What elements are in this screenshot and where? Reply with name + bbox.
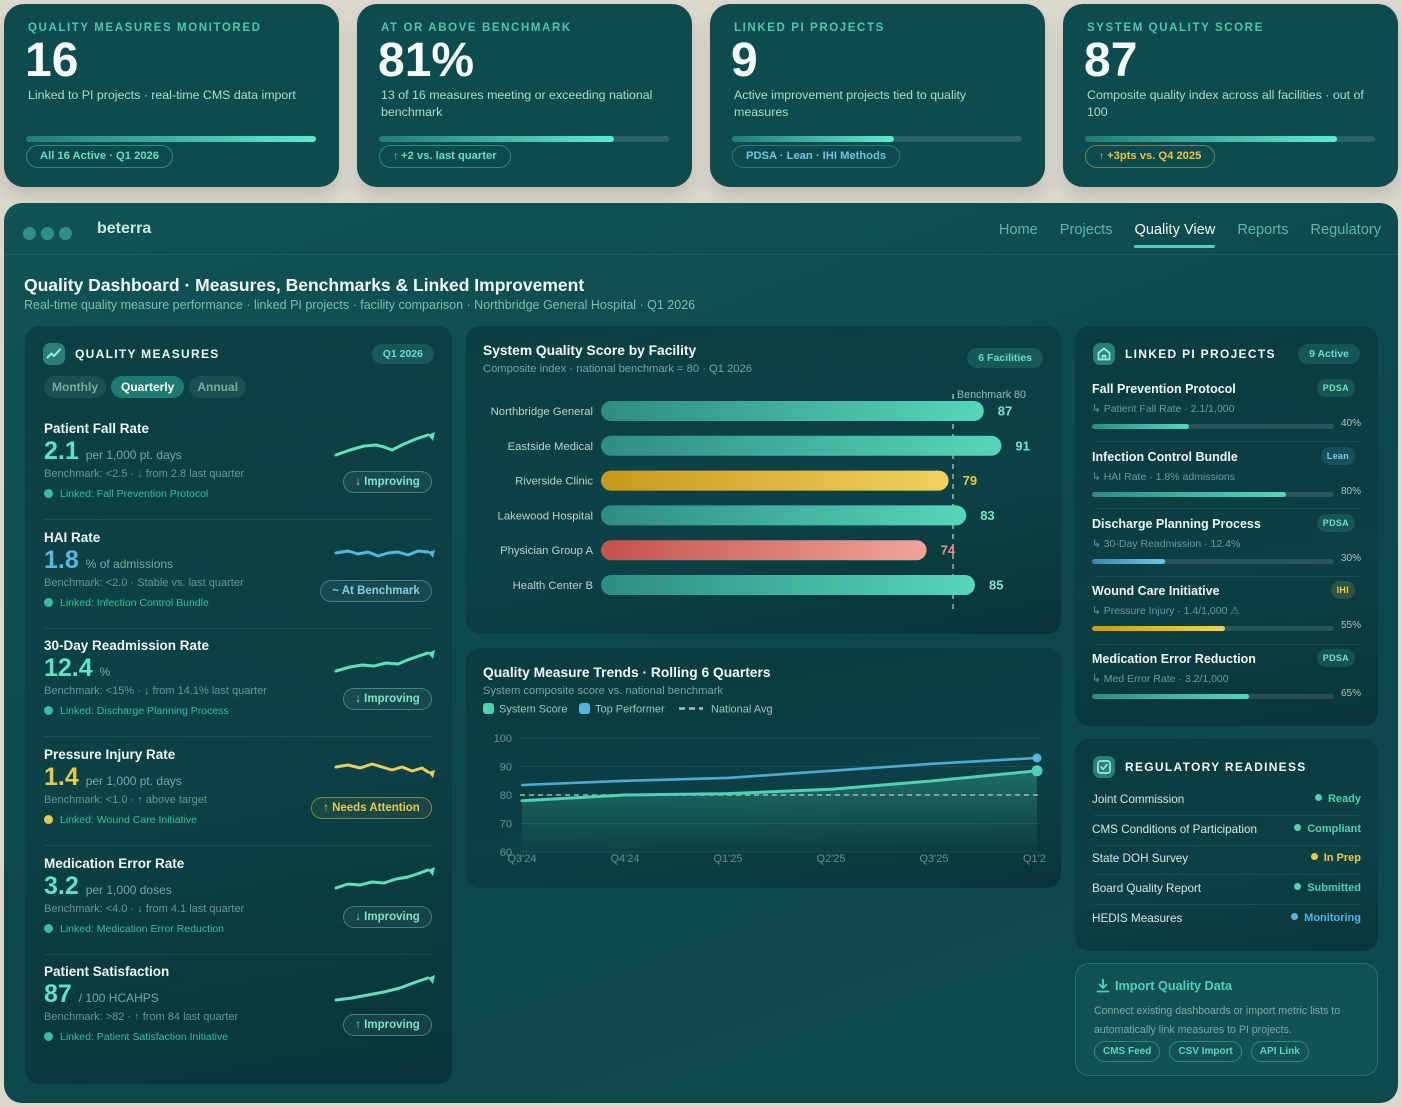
svg-text:Q3'24: Q3'24 [507, 853, 536, 865]
svg-text:91: 91 [1015, 438, 1029, 453]
svg-text:60: 60 [500, 847, 512, 859]
svg-text:80: 80 [500, 790, 512, 802]
svg-text:74: 74 [941, 543, 956, 558]
svg-text:Q2'25: Q2'25 [816, 853, 845, 865]
svg-text:Q3'25: Q3'25 [919, 853, 948, 865]
svg-text:100: 100 [494, 733, 512, 745]
svg-text:Riverside Clinic: Riverside Clinic [515, 476, 593, 488]
svg-text:Benchmark 80: Benchmark 80 [957, 389, 1026, 401]
svg-text:Physician Group A: Physician Group A [500, 545, 593, 557]
svg-text:Northbridge General: Northbridge General [491, 406, 593, 418]
svg-text:83: 83 [980, 508, 994, 523]
svg-text:System Score: System Score [499, 704, 567, 716]
svg-text:90: 90 [500, 762, 512, 774]
svg-text:Top Performer: Top Performer [595, 704, 665, 716]
svg-text:Q4'24: Q4'24 [610, 853, 639, 865]
svg-text:Health Center B: Health Center B [513, 580, 593, 592]
svg-text:Q1'25: Q1'25 [713, 853, 742, 865]
svg-text:National Avg: National Avg [711, 704, 773, 716]
svg-text:Q1'2: Q1'2 [1023, 853, 1046, 865]
svg-text:70: 70 [500, 819, 512, 831]
svg-text:87: 87 [998, 404, 1012, 419]
svg-text:85: 85 [989, 578, 1003, 593]
svg-text:Eastside Medical: Eastside Medical [508, 441, 593, 453]
svg-text:79: 79 [963, 473, 977, 488]
svg-text:Lakewood Hospital: Lakewood Hospital [498, 510, 593, 522]
